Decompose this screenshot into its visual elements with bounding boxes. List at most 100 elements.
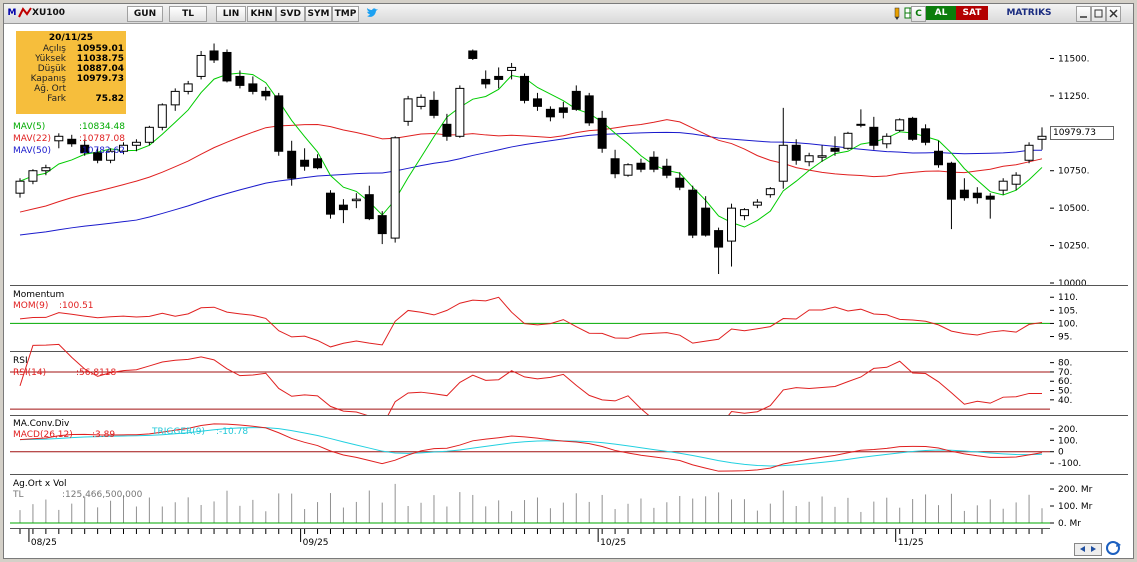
date-axis: 08/25 09/25 10/25 11/25 <box>10 528 1050 551</box>
candle <box>946 162 956 200</box>
candle <box>804 155 814 163</box>
panel-divider <box>10 351 1128 352</box>
rsi-label: RSI(14) <box>13 368 47 378</box>
indicator-tick-label: 80. <box>1058 359 1072 369</box>
candle <box>248 83 258 92</box>
currency-button[interactable]: TL <box>169 6 207 22</box>
period-button[interactable]: GUN <box>127 6 163 22</box>
candle <box>235 75 245 86</box>
khn-button[interactable]: KHN <box>247 6 276 22</box>
candle <box>843 132 853 149</box>
sell-button[interactable]: SAT <box>956 6 988 20</box>
indicator-tick-label: 70. <box>1058 368 1072 378</box>
candle <box>649 156 659 170</box>
macd-value: :3.89 <box>92 430 116 440</box>
candle <box>597 117 607 149</box>
momentum-label: MOM(9) <box>13 301 49 311</box>
indicator-tick-label: 95. <box>1058 333 1072 343</box>
indicator-tick-label: -100. <box>1058 459 1081 469</box>
sym-button[interactable]: SYM <box>305 6 332 22</box>
candle <box>1024 144 1034 161</box>
candle <box>908 117 918 140</box>
legend-mav50: MAV(50) <box>13 146 51 156</box>
info-row-high: Yüksek 11038.75 <box>35 54 124 64</box>
legend-mav50-value: :10782.62 <box>79 146 125 156</box>
candle <box>455 87 465 137</box>
rsi-title: RSI <box>13 356 28 366</box>
macd-label: MACD(26,12) <box>13 430 73 440</box>
volume-tick-label: 0. Mr <box>1058 519 1081 529</box>
price-tick-label: 10750. <box>1058 167 1090 177</box>
candle <box>584 95 594 124</box>
candle <box>558 107 568 113</box>
candle <box>494 75 504 80</box>
candle <box>287 150 297 179</box>
candle <box>778 144 788 182</box>
info-row-diff: Fark 75.82 <box>47 94 124 104</box>
candle <box>985 195 995 200</box>
price-chart <box>15 43 1047 275</box>
symbol-label[interactable]: XU100 <box>32 8 66 18</box>
indicator-line <box>19 296 1043 348</box>
info-row-low: Düşük 10887.04 <box>37 64 124 74</box>
indicator-tick-label: 105. <box>1058 306 1078 316</box>
candle <box>274 95 284 152</box>
close-button[interactable] <box>1106 6 1121 22</box>
macd-panel[interactable] <box>10 416 1050 474</box>
maximize-button[interactable] <box>1091 6 1106 22</box>
candle <box>468 50 478 59</box>
volume-tick-label: 200. Mr <box>1058 485 1093 495</box>
tmp-button[interactable]: TMP <box>332 6 359 22</box>
menu-button[interactable]: M <box>7 8 17 18</box>
volume-value: :125,466,500,000 <box>62 490 143 500</box>
candle <box>869 126 879 146</box>
momentum-value: :100.51 <box>59 301 94 311</box>
candle <box>131 141 141 146</box>
candle <box>416 96 426 107</box>
legend-mav22-value: :10787.08 <box>79 134 125 144</box>
buy-button[interactable]: AL <box>926 6 956 20</box>
candle <box>972 192 982 199</box>
price-tick-label: 10250. <box>1058 242 1090 252</box>
candle <box>325 192 335 215</box>
price-panel[interactable] <box>10 24 1050 285</box>
rsi-panel[interactable] <box>10 343 1050 430</box>
candle <box>93 152 103 161</box>
candle <box>520 75 530 101</box>
trigger-line <box>19 427 1043 467</box>
candle <box>688 189 698 236</box>
scroll-control[interactable] <box>1074 543 1102 556</box>
candle <box>196 54 206 77</box>
candle <box>934 150 944 166</box>
indicator-line <box>19 423 1043 472</box>
candle <box>714 230 724 248</box>
candle <box>998 180 1008 191</box>
candle <box>183 83 193 92</box>
candle <box>170 90 180 106</box>
volume-panel[interactable] <box>10 475 1050 528</box>
candle <box>791 144 801 161</box>
candle <box>675 177 685 188</box>
refresh-icon[interactable] <box>1102 540 1124 556</box>
chart-window: M XU100 GUN TL LIN KHN SVD SYM TMP C AL … <box>3 3 1134 559</box>
info-date: 20/11/25 <box>48 33 94 43</box>
pencil-icon[interactable] <box>891 6 903 20</box>
candle <box>1011 174 1021 185</box>
linear-button[interactable]: LIN <box>216 6 246 22</box>
candle <box>1037 135 1047 140</box>
momentum-panel[interactable] <box>10 286 1050 351</box>
candle <box>364 194 374 220</box>
candle <box>571 90 581 110</box>
legend-mav5: MAV(5) <box>13 122 46 132</box>
c-button[interactable]: C <box>911 6 926 22</box>
twitter-icon[interactable] <box>365 6 381 20</box>
candle <box>532 98 542 107</box>
rsi-value: :56.8118 <box>76 368 117 378</box>
panel-divider <box>10 415 1128 416</box>
matriks-brand: MATRIKS <box>1006 8 1052 18</box>
minimize-button[interactable] <box>1076 6 1091 22</box>
candle <box>921 128 931 143</box>
volume-axis: 200. Mr 100. Mr 0. Mr <box>1050 475 1128 529</box>
candle <box>313 158 323 169</box>
svd-button[interactable]: SVD <box>276 6 305 22</box>
